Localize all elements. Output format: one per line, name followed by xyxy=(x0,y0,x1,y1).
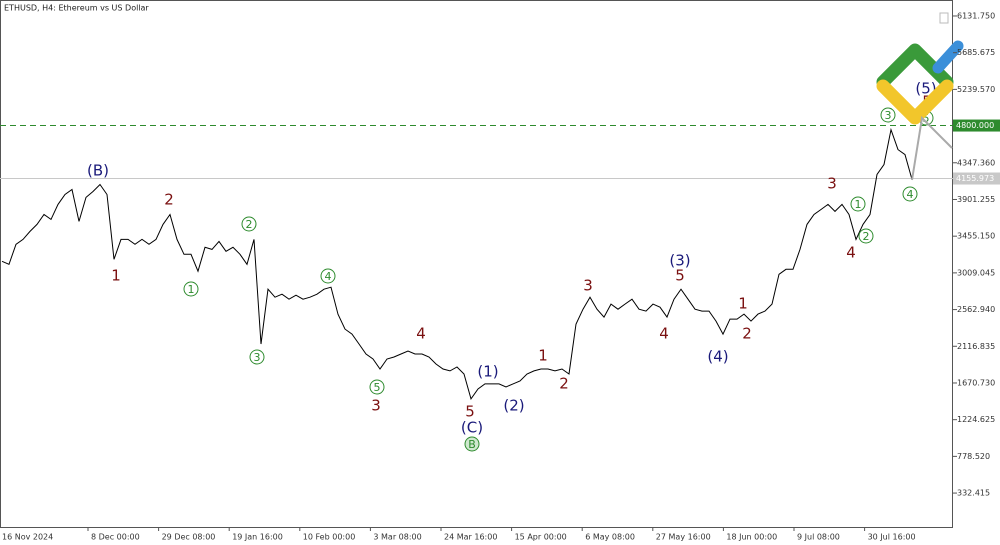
wave-label: 1 xyxy=(111,267,121,285)
wave-label: 2 xyxy=(246,218,253,231)
price-level-label: 4155.973 xyxy=(956,174,994,183)
x-tick-label: 8 Dec 00:00 xyxy=(91,533,140,542)
wave-label: 4 xyxy=(659,325,669,343)
wave-label: 1 xyxy=(855,198,862,211)
wave-label: B xyxy=(468,438,476,451)
wave-label: 3 xyxy=(885,109,892,122)
y-tick-label: 1670.730 xyxy=(957,378,995,387)
wave-label: 3 xyxy=(583,277,593,295)
wave-label: 5 xyxy=(675,267,685,285)
x-tick-label: 10 Feb 00:00 xyxy=(303,533,355,542)
wave-label: 2 xyxy=(559,375,569,393)
wave-label: 4 xyxy=(846,244,856,262)
scroll-icon[interactable] xyxy=(939,12,949,24)
x-tick-label: 29 Dec 08:00 xyxy=(162,533,216,542)
y-tick-label: 5239.570 xyxy=(957,85,995,94)
price-line xyxy=(1,127,913,401)
y-tick-label: 4347.360 xyxy=(957,158,995,167)
y-tick-label: 778.520 xyxy=(957,452,990,461)
wave-label: 1 xyxy=(188,283,195,296)
wave-label: 4 xyxy=(325,270,332,283)
x-tick-label: 27 May 16:00 xyxy=(656,533,711,542)
x-tick-label: 30 Jul 16:00 xyxy=(868,533,916,542)
x-tick-label: 6 May 08:00 xyxy=(585,533,635,542)
wave-circle xyxy=(902,186,918,202)
price-level-box xyxy=(953,172,1000,185)
wave-label: (1) xyxy=(477,363,498,381)
y-tick-label: 6131.750 xyxy=(957,11,995,20)
wave-label: 2 xyxy=(742,325,752,343)
price-level-label: 4800.000 xyxy=(956,121,994,130)
wave-circle xyxy=(880,107,896,123)
y-tick-label: 3455.150 xyxy=(957,232,995,241)
wave-label: 2 xyxy=(164,191,174,209)
wave-circle xyxy=(320,268,336,284)
y-tick-label: 2562.940 xyxy=(957,305,995,314)
y-tick-label: 3009.045 xyxy=(957,268,995,277)
y-tick-label: 2116.835 xyxy=(957,342,995,351)
chart-title: ETHUSD, H4: Ethereum vs US Dollar xyxy=(4,4,149,13)
wave-label: 5 xyxy=(465,403,475,421)
wave-label: (2) xyxy=(503,397,524,415)
logo xyxy=(876,40,964,181)
wave-circle xyxy=(183,281,199,297)
wave-label: 5 xyxy=(374,381,381,394)
y-tick-label: 5685.675 xyxy=(957,48,995,57)
wave-label: 2 xyxy=(863,230,870,243)
wave-circle xyxy=(369,379,385,395)
wave-label: (C) xyxy=(461,419,483,437)
wave-label: 1 xyxy=(538,347,548,365)
wave-circle xyxy=(850,196,866,212)
x-tick-label: 18 Jun 00:00 xyxy=(726,533,777,542)
wave-label: (3) xyxy=(669,252,690,270)
x-tick-label: 3 Mar 08:00 xyxy=(373,533,421,542)
wave-label: 4 xyxy=(907,188,914,201)
y-tick-label: 3901.255 xyxy=(957,195,995,204)
y-tick-label: 332.415 xyxy=(957,489,990,498)
x-tick-label: 24 Mar 16:00 xyxy=(444,533,497,542)
price-level-box xyxy=(953,119,1000,132)
x-tick-label: 19 Jan 16:00 xyxy=(232,533,283,542)
wave-circle xyxy=(464,436,480,452)
wave-label: 4 xyxy=(416,325,426,343)
wave-circle xyxy=(858,228,874,244)
x-tick-label: 16 Nov 2024 xyxy=(2,533,53,542)
wave-label: (B) xyxy=(87,162,109,180)
y-tick-label: 1224.625 xyxy=(957,415,995,424)
wave-circle xyxy=(241,216,257,232)
wave-label: 3 xyxy=(371,397,381,415)
wave-circle xyxy=(249,349,265,365)
wave-label: 5 xyxy=(923,112,930,125)
wave-label: (4) xyxy=(707,348,728,366)
wave-label: 1 xyxy=(738,295,748,313)
x-tick-label: 9 Jul 08:00 xyxy=(797,533,840,542)
wave-label: 3 xyxy=(254,351,261,364)
wave-label: 3 xyxy=(827,175,837,193)
x-tick-label: 15 Apr 00:00 xyxy=(515,533,567,542)
